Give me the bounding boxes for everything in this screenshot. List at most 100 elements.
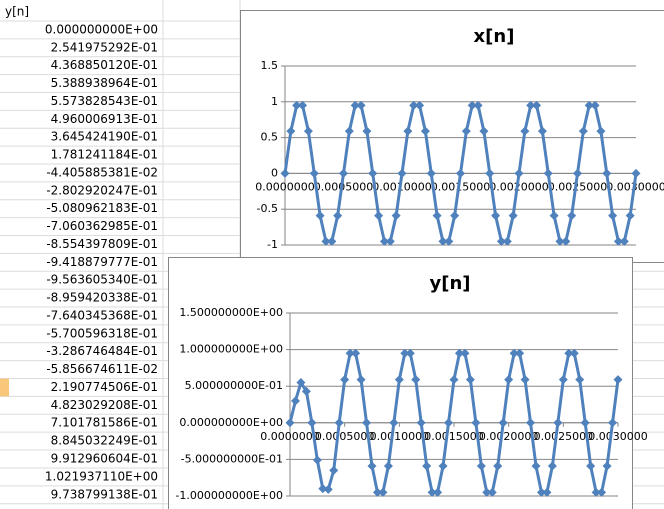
data-marker <box>509 348 519 358</box>
data-marker <box>498 418 508 428</box>
x-tick-label: 0.0000000 <box>260 430 320 443</box>
data-marker <box>608 418 618 428</box>
data-marker <box>292 100 302 110</box>
cell-value: 4.368850120E-01 <box>51 58 158 72</box>
data-marker <box>567 211 577 221</box>
data-marker <box>433 487 443 497</box>
data-marker <box>389 418 399 428</box>
data-marker <box>471 418 481 428</box>
data-marker <box>561 236 571 246</box>
data-marker <box>542 487 552 497</box>
data-marker <box>608 211 618 221</box>
data-marker <box>303 126 313 136</box>
chart: y[n] -1.000000000E+00 -5.000000000E-01 0.00… <box>168 257 648 509</box>
column-header-cell: y[n] <box>5 5 29 19</box>
data-marker <box>482 487 492 497</box>
x-tick-label: 0.0010000 <box>370 430 430 443</box>
cell-value: 3.645424190E-01 <box>51 130 158 144</box>
data-marker <box>543 168 553 178</box>
cell-value: 7.101781586E-01 <box>51 416 158 430</box>
data-marker <box>312 455 322 465</box>
data-marker <box>491 211 501 221</box>
x-tick-label: 0.0005000 <box>314 180 374 193</box>
cell-value: -5.700596318E-01 <box>46 326 158 340</box>
cell-value: -5.856674611E-02 <box>46 362 158 376</box>
data-marker <box>334 418 344 428</box>
data-marker <box>444 418 454 428</box>
data-marker <box>394 375 404 385</box>
data-marker <box>496 236 506 246</box>
data-marker <box>569 348 579 358</box>
x-tick-label: 0.0025000 <box>548 180 608 193</box>
cell-value: -7.640345368E-01 <box>46 308 158 322</box>
data-marker <box>602 461 612 471</box>
data-marker <box>422 461 432 471</box>
data-marker <box>508 211 518 221</box>
data-marker <box>438 236 448 246</box>
data-marker <box>485 168 495 178</box>
data-marker <box>301 386 311 396</box>
data-marker <box>578 126 588 136</box>
data-marker <box>549 211 559 221</box>
row-selector <box>0 378 9 397</box>
chart-title: y[n] <box>429 273 470 294</box>
data-marker <box>321 236 331 246</box>
data-marker <box>426 168 436 178</box>
data-marker <box>465 375 475 385</box>
x-tick-label: 0.0025000 <box>534 430 594 443</box>
data-marker <box>286 126 296 136</box>
data-marker <box>444 236 454 246</box>
data-marker <box>367 461 377 471</box>
data-marker <box>315 211 325 221</box>
y-tick-label: -1.000000000E+00 <box>175 489 283 502</box>
data-marker <box>379 236 389 246</box>
data-marker <box>378 487 388 497</box>
data-marker <box>280 168 290 178</box>
data-marker <box>555 236 565 246</box>
data-marker <box>345 348 355 358</box>
data-marker <box>504 375 514 385</box>
data-marker <box>383 461 393 471</box>
y-tick-label: 1.500000000E+00 <box>179 306 283 319</box>
data-marker <box>339 168 348 178</box>
data-marker <box>344 126 354 136</box>
y-tick-label: -0.5 <box>257 202 278 215</box>
data-marker <box>520 126 530 136</box>
x-tick-label: 0.0015000 <box>431 180 491 193</box>
cell-value: 5.388938964E-01 <box>51 76 158 90</box>
data-marker <box>385 236 395 246</box>
data-marker <box>575 375 585 385</box>
data-marker <box>454 348 464 358</box>
data-marker <box>531 461 541 471</box>
data-marker <box>403 126 413 136</box>
x-tick-label: 0.0030000 <box>588 430 648 443</box>
data-marker <box>520 375 530 385</box>
chart: x[n]-1-0.500.511.50.0000000 0.0005000 0.00… <box>240 10 664 263</box>
data-marker <box>493 461 503 471</box>
cell-value: 4.960006913E-01 <box>51 112 158 126</box>
cell-value: -8.554397809E-01 <box>46 237 158 251</box>
y-tick-label: -5.000000000E-01 <box>181 452 283 465</box>
y-tick-label: 0 <box>271 166 278 179</box>
data-marker <box>409 100 419 110</box>
data-marker <box>340 375 350 385</box>
data-marker <box>461 126 471 136</box>
data-marker <box>350 100 360 110</box>
cell-value: -9.418879777E-01 <box>46 255 158 269</box>
data-marker <box>438 461 448 471</box>
data-marker <box>405 348 415 358</box>
cell-value: 5.573828543E-01 <box>51 94 158 108</box>
cell-value: -3.286746484E-01 <box>46 344 158 358</box>
y-tick-label: 1.000000000E+00 <box>179 343 283 356</box>
data-marker <box>532 100 542 110</box>
data-marker <box>411 375 421 385</box>
chart-title: x[n] <box>474 26 515 47</box>
cell-value: -2.802920247E-01 <box>46 183 158 197</box>
data-marker <box>374 211 384 221</box>
y-tick-label: -1 <box>267 238 278 251</box>
x-tick-label: 0.0000000 <box>255 180 315 193</box>
data-marker <box>333 211 343 221</box>
data-marker <box>573 168 582 178</box>
data-marker <box>432 211 442 221</box>
y-tick-label: 0.000000000E+00 <box>179 416 283 429</box>
